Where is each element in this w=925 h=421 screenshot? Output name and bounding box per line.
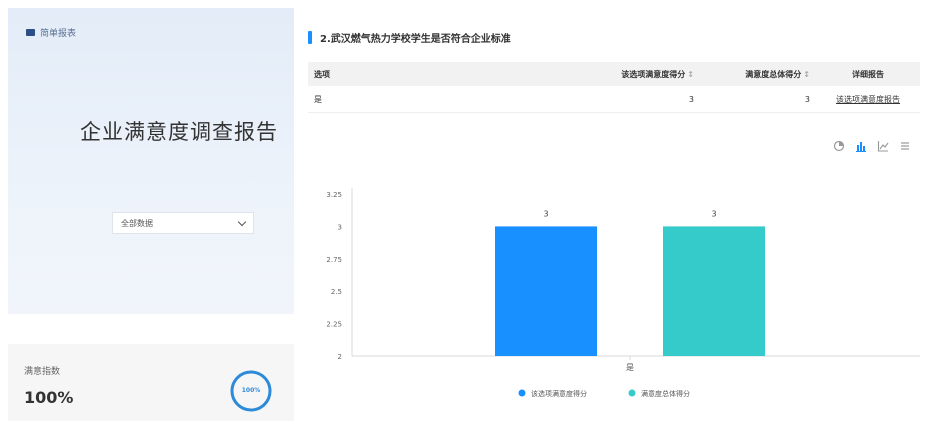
satisfaction-index-value: 100% xyxy=(24,388,74,407)
y-tick-label: 2.5 xyxy=(331,288,342,296)
y-tick-label: 3.25 xyxy=(326,191,342,199)
sort-icon: ↕ xyxy=(687,69,694,79)
satisfaction-ring-graphic xyxy=(230,370,272,412)
line-chart-icon[interactable] xyxy=(874,137,892,154)
legend-marker xyxy=(518,389,526,397)
legend-marker xyxy=(628,389,636,397)
legend-label: 该选项满意度得分 xyxy=(531,389,587,398)
y-tick-label: 2.25 xyxy=(326,321,342,329)
report-cover-card: 简单报表 企业满意度调查报告 全部数据 xyxy=(8,8,294,314)
report-title: 企业满意度调查报告 xyxy=(80,120,278,144)
chart-type-toolbar xyxy=(830,137,914,154)
header-report-label: 详细报告 xyxy=(852,69,884,79)
satisfaction-index-card: 满意指数 100% 100% xyxy=(8,344,294,421)
legend-label: 满意度总体得分 xyxy=(641,389,690,398)
bar-chart-icon[interactable] xyxy=(852,137,870,154)
y-tick-label: 2.75 xyxy=(326,256,342,264)
brand-text: 简单报表 xyxy=(40,29,77,39)
header-report: 详细报告 xyxy=(816,62,920,86)
data-scope-select-value: 全部数据 xyxy=(121,218,153,228)
question-title-marker xyxy=(308,31,312,44)
satisfaction-ring-text: 100% xyxy=(241,387,261,394)
header-total-score[interactable]: 满意度总体得分 ↕ xyxy=(700,62,816,86)
satisfaction-index-label: 满意指数 xyxy=(24,367,61,377)
pie-chart-icon[interactable] xyxy=(830,137,848,154)
satisfaction-ring: 100% xyxy=(228,368,274,414)
cell-option-score: 3 xyxy=(558,86,700,113)
header-option-score-label: 该选项满意度得分 xyxy=(621,69,686,79)
y-tick-label: 2 xyxy=(338,353,342,361)
option-table-header-row: 选项 该选项满意度得分 ↕ 满意度总体得分 ↕ 详细报告 xyxy=(308,62,920,86)
sort-icon: ↕ xyxy=(803,69,810,79)
header-option-score[interactable]: 该选项满意度得分 ↕ xyxy=(558,62,700,86)
bar xyxy=(495,226,597,356)
header-option: 选项 xyxy=(308,62,558,86)
header-total-score-label: 满意度总体得分 xyxy=(745,69,802,79)
data-scope-select[interactable]: 全部数据 xyxy=(112,212,254,234)
option-table: 选项 该选项满意度得分 ↕ 满意度总体得分 ↕ 详细报告 是 3 3 该选项满意度报… xyxy=(308,62,920,113)
question-title: 2.武汉燃气热力学校学生是否符合企业标准 xyxy=(308,30,511,45)
x-tick-label: 是 xyxy=(626,363,634,372)
question-title-text: 2.武汉燃气热力学校学生是否符合企业标准 xyxy=(320,34,511,45)
cell-option: 是 xyxy=(308,86,558,113)
table-row: 是 3 3 该选项满意度报告 xyxy=(308,86,920,113)
cell-report: 该选项满意度报告 xyxy=(816,86,920,113)
brand: 简单报表 xyxy=(26,26,76,39)
chevron-down-icon xyxy=(237,217,247,226)
data-label: 3 xyxy=(711,209,716,218)
brand-icon xyxy=(26,29,35,36)
header-option-label: 选项 xyxy=(314,69,330,79)
bar xyxy=(663,226,765,356)
table-view-icon[interactable] xyxy=(896,137,914,154)
bar-chart: 3.25 3 2.75 2.5 2.25 2 3 3 是该选项满意度得分 满意度总体得分 xyxy=(308,168,920,416)
cell-total-score: 3 xyxy=(700,86,816,113)
y-tick-label: 3 xyxy=(338,223,342,231)
report-link[interactable]: 该选项满意度报告 xyxy=(836,94,900,104)
data-label: 3 xyxy=(543,209,548,218)
